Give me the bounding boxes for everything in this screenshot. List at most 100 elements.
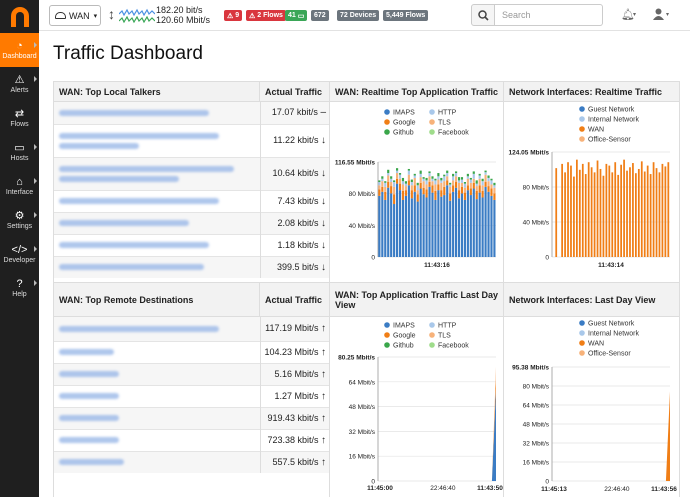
host-link[interactable] <box>59 371 119 377</box>
updown-arrows-icon: ↕ <box>108 6 115 22</box>
legend-swatch <box>579 106 585 112</box>
bar-segment <box>428 171 431 174</box>
app-realtime-chart[interactable]: IMAPS HTTP Google TLS Github Facebook 116.55 M… <box>330 102 503 280</box>
bar-segment <box>425 180 428 185</box>
bar-segment <box>493 185 496 188</box>
user-icon[interactable] <box>653 8 664 23</box>
bar-segment <box>446 176 449 181</box>
bar-segment <box>378 195 381 257</box>
host-link[interactable] <box>59 349 114 355</box>
bar-segment <box>407 170 410 175</box>
host-link[interactable] <box>59 109 209 116</box>
iface-lastday-chart[interactable]: Guest Network Internal Network WAN Office-S… <box>504 303 679 497</box>
alerts-error-badge[interactable]: ⚠ 9 <box>224 10 243 21</box>
trend-icon: ↑ <box>321 412 326 424</box>
alerts-ok-badge[interactable]: 41 ▭ <box>285 10 308 21</box>
host-link[interactable] <box>59 165 234 172</box>
host-link[interactable] <box>59 242 209 248</box>
bar-segment <box>478 173 481 176</box>
bar <box>611 172 614 257</box>
legend-label: TLS <box>438 120 451 127</box>
sidebar-item-dashboard[interactable]: ◔ Dashboard <box>0 33 39 67</box>
trend-icon: ↓ <box>321 217 326 229</box>
bar-segment <box>484 182 487 187</box>
host-link[interactable] <box>59 437 119 443</box>
bar <box>620 164 622 257</box>
bar-segment <box>443 176 446 182</box>
host-link[interactable] <box>59 264 204 271</box>
bar-segment <box>487 177 490 182</box>
host-link[interactable] <box>59 325 219 332</box>
search-input[interactable]: Search <box>495 4 603 26</box>
app-lastday-cell: IMAPS HTTP Google TLS Github Facebook 80.25 Mb… <box>329 316 504 497</box>
bar <box>608 165 611 257</box>
sidebar-item-interface[interactable]: ⌂ Interface <box>0 169 39 203</box>
host-link[interactable] <box>59 198 219 204</box>
bar <box>555 168 558 257</box>
bar-segment <box>419 173 422 178</box>
bar-segment <box>390 176 393 179</box>
iface-realtime-chart[interactable]: Guest Network Internal Network WAN Office-S… <box>504 102 679 280</box>
legend-label: IMAPS <box>393 323 415 330</box>
bar-segment <box>457 177 461 181</box>
host-link-line2[interactable] <box>59 175 179 182</box>
sidebar-item-hosts[interactable]: ▭ Hosts <box>0 135 39 169</box>
sidebar-item-alerts[interactable]: ⚠ Alerts <box>0 67 39 101</box>
chevron-down-icon[interactable]: ▾ <box>633 12 637 18</box>
bar-segment <box>398 173 402 175</box>
interface-select[interactable]: WAN ▾ <box>49 5 101 26</box>
alerts-ok-count: 41 <box>288 12 296 19</box>
y-tick-label: 40 Mbit/s <box>523 220 550 227</box>
bar-segment <box>390 182 393 187</box>
bar-segment <box>460 177 464 180</box>
throughput-sparkline[interactable] <box>119 6 155 26</box>
bar-segment <box>463 187 466 193</box>
area-series <box>378 375 496 481</box>
ntop-logo[interactable] <box>0 0 39 33</box>
search-button[interactable] <box>471 4 495 26</box>
host-link[interactable] <box>59 415 119 421</box>
sidebar-item-developer[interactable]: </> Developer <box>0 237 39 271</box>
bar <box>617 174 620 257</box>
host-link[interactable] <box>59 132 219 139</box>
devices-badge[interactable]: 72 Devices <box>337 10 380 21</box>
bar-segment <box>490 195 493 257</box>
host-link[interactable] <box>59 459 124 466</box>
chevron-down-icon[interactable]: ▾ <box>666 12 670 18</box>
host-link[interactable] <box>59 393 119 399</box>
bar <box>567 162 569 257</box>
sidebar-item-help[interactable]: ? Help <box>0 271 39 305</box>
bar-segment <box>481 185 484 191</box>
host-link-line2[interactable] <box>59 142 139 149</box>
area-series <box>378 366 496 481</box>
table-row: 7.43 kbit/s ↓ <box>54 189 330 212</box>
app-lastday-chart[interactable]: IMAPS HTTP Google TLS Github Facebook 80.25 Mb… <box>330 317 503 495</box>
bar <box>661 163 664 257</box>
page-title: Traffic Dashboard <box>53 43 203 64</box>
x-tick-label: 11:43:14 <box>598 262 624 269</box>
flows-badge[interactable]: 5,449 Flows <box>383 10 429 21</box>
legend-swatch <box>579 320 585 326</box>
bar-segment <box>413 185 416 192</box>
bell-icon[interactable]: 🔔︎ <box>621 9 635 21</box>
sidebar-item-flows[interactable]: ⇄ Flows <box>0 101 39 135</box>
legend-label: Guest Network <box>588 321 635 328</box>
legend-swatch <box>429 322 435 328</box>
traffic-value: 557.5 kbit/s <box>272 456 319 467</box>
x-tick-label: 11:43:56 <box>651 486 677 493</box>
bar-segment <box>378 180 381 183</box>
bar <box>667 162 670 257</box>
legend-label: Office-Sensor <box>588 351 631 358</box>
flows-alert-badge[interactable]: ⚠ 2 Flows <box>246 10 286 21</box>
traffic-value: 1.18 kbit/s <box>277 239 319 250</box>
hosts-badge[interactable]: 672 <box>311 10 329 21</box>
hosts-icon: ▭ <box>14 142 25 154</box>
table-row: 1.27 Mbit/s ↑ <box>54 384 330 407</box>
host-link[interactable] <box>59 220 189 226</box>
bar-segment <box>387 173 390 176</box>
y-tick-label: 0 <box>371 255 375 262</box>
bar-segment <box>393 194 396 205</box>
sidebar-item-settings[interactable]: ⚙ Settings <box>0 203 39 237</box>
bar-segment <box>422 187 425 195</box>
bar-segment <box>393 182 396 187</box>
